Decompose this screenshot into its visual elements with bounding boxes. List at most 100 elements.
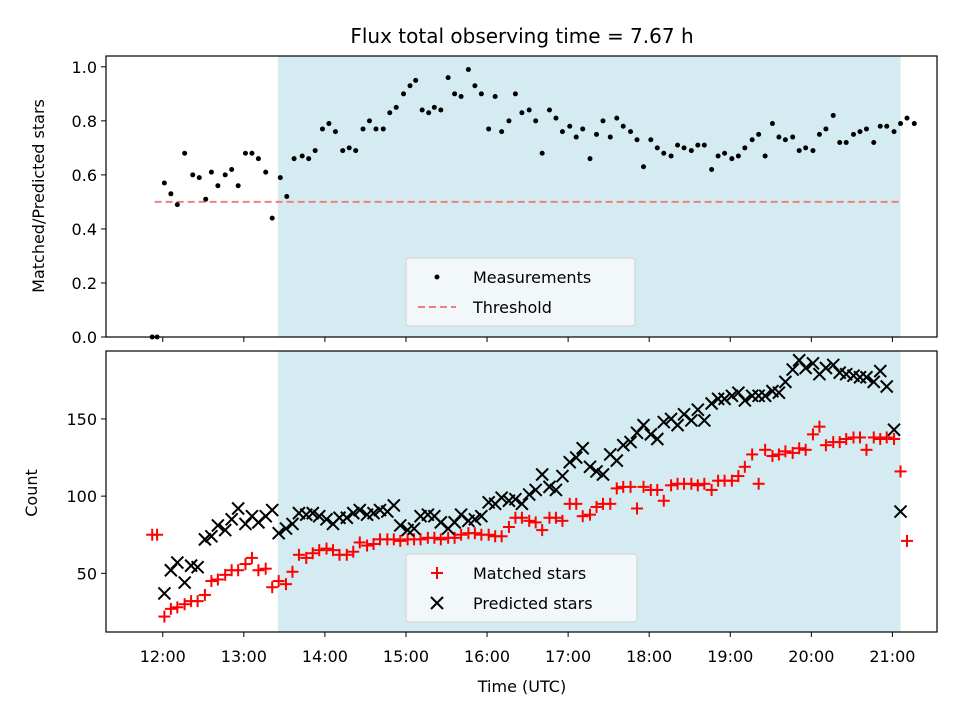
measurement-point — [478, 91, 484, 97]
measurement-point — [769, 121, 775, 127]
top-ytick-label: 0.4 — [72, 220, 97, 239]
measurement-point — [431, 104, 437, 110]
top-ytick-label: 1.0 — [72, 58, 97, 77]
top-legend-box — [405, 257, 636, 327]
x-axis-label: Time (UTC) — [477, 677, 566, 696]
xtick-label: 13:00 — [221, 647, 267, 666]
measurement-point — [580, 126, 586, 132]
measurement-point — [546, 107, 552, 113]
matched-star-point — [779, 445, 792, 458]
matched-star-point — [685, 477, 698, 490]
measurement-point — [620, 123, 626, 129]
measurement-point — [762, 153, 768, 159]
measurement-point — [843, 139, 849, 145]
measurement-point — [373, 126, 379, 132]
matched-star-point — [840, 433, 853, 446]
predicted-star-point — [859, 370, 874, 384]
top-panel: 0.0 0.2 0.4 0.6 0.8 1.0 Matched/Predicted sta… — [29, 55, 938, 347]
matched-star-point — [880, 431, 893, 444]
measurement-point — [407, 83, 413, 89]
measurement-point — [904, 115, 910, 121]
matched-star-point — [833, 436, 846, 449]
predicted-star-point — [387, 498, 401, 513]
measurement-point — [729, 156, 735, 162]
measurement-point — [203, 196, 209, 202]
measurement-point — [776, 134, 782, 140]
predicted-star-point — [508, 492, 523, 506]
matched-star-point — [584, 508, 597, 521]
measurement-point — [413, 77, 419, 83]
measurement-point — [857, 129, 863, 135]
predicted-star-point — [231, 501, 245, 516]
measurement-point — [695, 142, 701, 148]
matched-star-point — [806, 428, 819, 441]
predicted-star-point — [887, 423, 901, 437]
matched-star-point — [651, 483, 664, 496]
predicted-star-point — [657, 415, 671, 429]
matched-star-point — [455, 528, 468, 541]
matched-star-point — [361, 539, 374, 552]
predicted-star-point — [569, 450, 583, 465]
matched-star-point — [604, 497, 617, 510]
top-ylabel: Matched/Predicted stars — [29, 99, 48, 293]
matched-star-point — [657, 494, 670, 507]
predicted-star-point — [691, 402, 705, 417]
predicted-star-point — [522, 487, 536, 502]
measurement-point — [830, 112, 836, 118]
matched-star-point — [624, 480, 637, 493]
measurement-point — [850, 131, 856, 137]
matched-star-point — [576, 510, 589, 523]
predicted-star-point — [468, 512, 482, 526]
predicted-star-point — [717, 392, 732, 406]
predicted-star-point — [738, 393, 752, 408]
matched-star-point — [894, 465, 907, 478]
predicted-star-point — [778, 375, 793, 389]
xtick-label: 16:00 — [464, 647, 510, 666]
matched-star-point — [300, 551, 313, 564]
measurement-point — [722, 150, 728, 156]
measurement-point — [837, 139, 843, 145]
predicted-star-point — [353, 503, 367, 517]
measurement-point — [553, 115, 559, 121]
matched-star-point — [211, 573, 224, 586]
measurement-point — [249, 150, 255, 156]
measurement-point — [472, 83, 478, 89]
measurement-point — [229, 166, 235, 172]
measurement-point — [526, 107, 532, 113]
predicted-star-point — [684, 413, 699, 428]
measurement-point — [593, 131, 599, 137]
xtick-label: 15:00 — [383, 647, 429, 666]
measurement-point — [419, 107, 425, 113]
predicted-star-point — [218, 523, 232, 537]
matched-star-point — [340, 548, 353, 561]
bottom-ytick-label: 100 — [66, 487, 97, 506]
matched-star-point — [515, 511, 528, 524]
predicted-star-point — [644, 427, 658, 442]
matched-star-point — [556, 514, 569, 527]
measurement-point — [790, 134, 796, 140]
measurement-point — [326, 121, 332, 127]
matched-star-point — [428, 531, 441, 544]
matched-star-point — [637, 480, 650, 493]
measurement-point — [360, 126, 366, 132]
matched-star-point — [631, 502, 644, 515]
bottom-legend-box — [405, 553, 638, 623]
matched-star-point — [793, 442, 806, 455]
matched-star-point — [387, 533, 400, 546]
matched-star-point — [752, 477, 765, 490]
matched-star-point — [151, 528, 164, 541]
xtick-label: 17:00 — [545, 647, 591, 666]
measurement-point — [242, 150, 248, 156]
measurement-point — [319, 126, 325, 132]
xtick-label: 21:00 — [869, 647, 915, 666]
predicted-star-point — [224, 512, 239, 526]
predicted-star-point — [798, 361, 813, 375]
measurement-point — [332, 129, 338, 135]
predicted-star-point — [312, 509, 326, 523]
top-ytick-label: 0.6 — [72, 166, 97, 185]
measurement-point — [438, 107, 444, 113]
matched-star-point — [502, 521, 515, 534]
predicted-star-point — [751, 389, 766, 403]
predicted-star-point — [650, 432, 665, 446]
predicted-star-point — [806, 356, 820, 371]
